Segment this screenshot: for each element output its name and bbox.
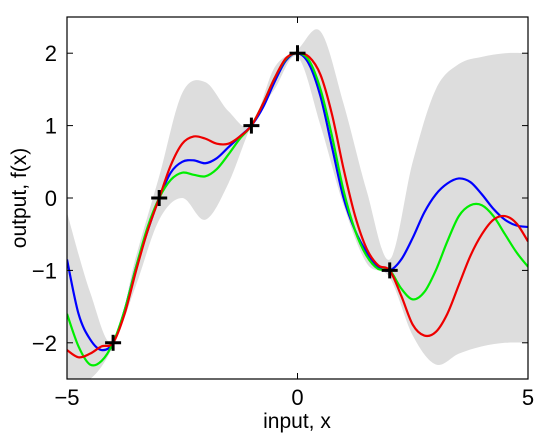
x-tick-label: −5 (54, 385, 79, 410)
confidence-band (67, 29, 528, 379)
y-tick-label: −1 (32, 258, 57, 283)
x-tick-label: 5 (522, 385, 534, 410)
observation-marker (381, 262, 398, 279)
x-tick-label: 0 (291, 385, 303, 410)
y-tick-label: 1 (45, 114, 57, 139)
tick-layer: −5 0 5 −2 −1 0 1 2 (32, 17, 534, 410)
observation-marker (105, 334, 122, 351)
observation-marker (151, 190, 168, 206)
y-tick-label: 0 (45, 186, 57, 211)
confidence-band-layer (67, 29, 528, 379)
y-tick-label: 2 (45, 41, 57, 66)
observation-marker (243, 117, 260, 134)
y-tick-label: −2 (32, 331, 57, 356)
x-axis-label: input, x (263, 410, 331, 433)
observation-marker (289, 45, 306, 62)
y-axis-label: output, f(x) (8, 148, 31, 248)
observation-markers (105, 45, 398, 351)
